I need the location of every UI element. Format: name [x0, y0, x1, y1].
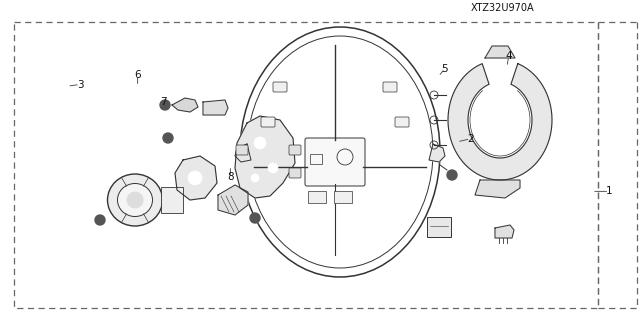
- Polygon shape: [235, 116, 295, 198]
- FancyBboxPatch shape: [236, 145, 248, 155]
- Polygon shape: [235, 144, 251, 162]
- FancyBboxPatch shape: [161, 187, 183, 213]
- FancyBboxPatch shape: [383, 82, 397, 92]
- Text: 3: 3: [77, 79, 83, 90]
- Circle shape: [160, 100, 170, 110]
- Text: 2: 2: [467, 134, 474, 144]
- Polygon shape: [429, 144, 445, 162]
- Circle shape: [188, 171, 202, 185]
- Circle shape: [163, 133, 173, 143]
- Polygon shape: [218, 185, 248, 215]
- Circle shape: [127, 192, 143, 208]
- FancyBboxPatch shape: [289, 168, 301, 178]
- Text: 1: 1: [606, 186, 612, 197]
- Circle shape: [254, 137, 266, 149]
- FancyBboxPatch shape: [273, 82, 287, 92]
- Circle shape: [95, 215, 105, 225]
- Text: 7: 7: [160, 97, 166, 107]
- Ellipse shape: [108, 174, 163, 226]
- FancyBboxPatch shape: [308, 191, 326, 203]
- Polygon shape: [495, 225, 514, 238]
- FancyBboxPatch shape: [334, 191, 352, 203]
- Text: 6: 6: [134, 70, 141, 80]
- Circle shape: [268, 163, 278, 173]
- Polygon shape: [485, 46, 515, 58]
- Polygon shape: [448, 63, 552, 180]
- Bar: [14, 22, 598, 308]
- FancyBboxPatch shape: [289, 145, 301, 155]
- FancyBboxPatch shape: [427, 217, 451, 237]
- FancyBboxPatch shape: [305, 138, 365, 186]
- Text: 5: 5: [442, 63, 448, 74]
- Polygon shape: [172, 98, 198, 112]
- FancyBboxPatch shape: [395, 117, 409, 127]
- Text: 4: 4: [506, 51, 512, 61]
- Ellipse shape: [118, 183, 152, 217]
- Text: 8: 8: [227, 172, 234, 182]
- Polygon shape: [475, 180, 520, 198]
- FancyBboxPatch shape: [261, 117, 275, 127]
- Circle shape: [447, 170, 457, 180]
- Text: XTZ32U970A: XTZ32U970A: [470, 3, 534, 13]
- Polygon shape: [203, 100, 228, 115]
- Circle shape: [250, 213, 260, 223]
- Bar: [310, 154, 322, 164]
- Polygon shape: [175, 156, 217, 200]
- Circle shape: [251, 174, 259, 182]
